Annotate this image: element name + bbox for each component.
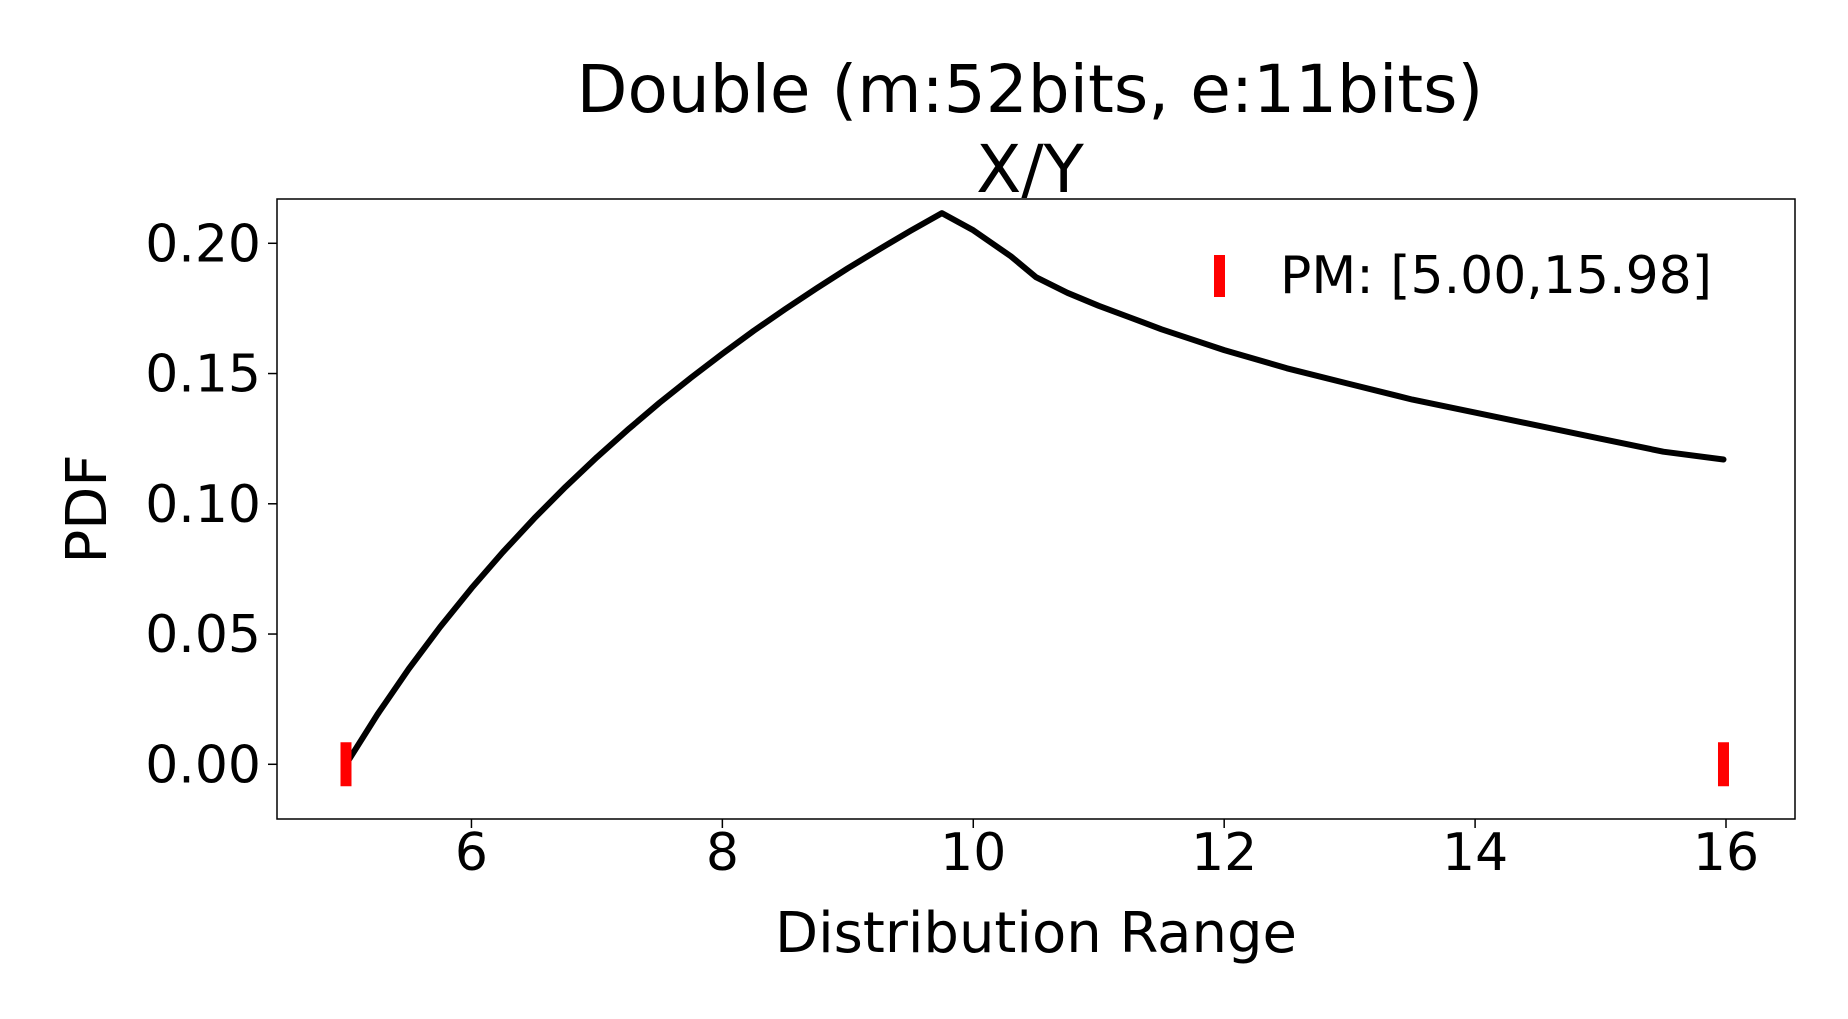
x-axis-ticks: 6 8 10 12 14 16: [455, 819, 1759, 883]
x-axis-label: Distribution Range: [775, 901, 1297, 966]
x-tick-label: 14: [1442, 823, 1508, 883]
y-tick-label: 0.05: [145, 605, 261, 665]
y-tick-label: 0.10: [145, 475, 261, 535]
chart-title: Double (m:52bits, e:11bits): [577, 51, 1484, 128]
x-tick-label: 6: [455, 823, 488, 883]
x-tick-label: 10: [940, 823, 1006, 883]
y-axis-ticks: 0.00 0.05 0.10 0.15 0.20: [145, 214, 277, 795]
x-tick-label: 16: [1693, 823, 1759, 883]
chart-subtitle: X/Y: [976, 131, 1084, 208]
legend-marker: [1214, 255, 1225, 297]
legend-label: PM: [5.00,15.98]: [1280, 246, 1712, 306]
series-layer: [343, 210, 1727, 768]
y-axis-label: PDF: [55, 454, 120, 563]
y-tick-label: 0.00: [145, 735, 261, 795]
x-tick-label: 8: [706, 823, 739, 883]
series-line: [343, 210, 1727, 768]
y-tick-label: 0.15: [145, 345, 261, 405]
x-tick-label: 12: [1191, 823, 1257, 883]
legend: PM: [5.00,15.98]: [1214, 246, 1712, 306]
plot-frame: [276, 198, 1796, 820]
marker-layer: [340, 742, 1729, 787]
y-tick-label: 0.20: [145, 214, 261, 274]
